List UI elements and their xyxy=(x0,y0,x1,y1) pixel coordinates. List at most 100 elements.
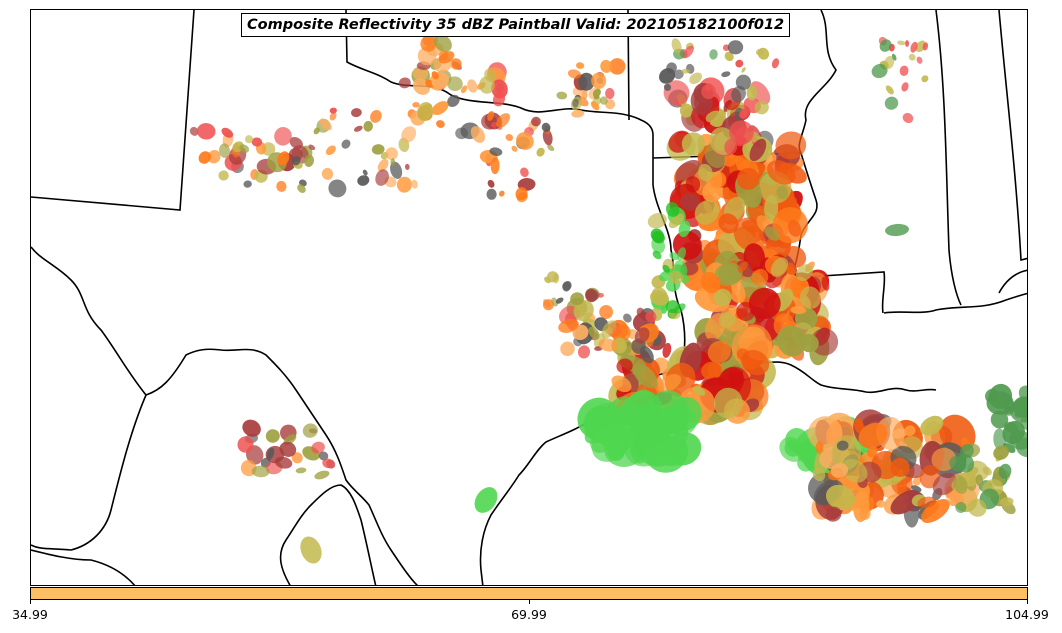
boundary-ok-red-river xyxy=(345,10,654,185)
reflectivity-blob xyxy=(776,185,789,200)
reflectivity-blob xyxy=(709,49,718,60)
colorbar-label-max: 104.99 xyxy=(1005,607,1049,622)
reflectivity-blob xyxy=(911,485,922,493)
reflectivity-blob xyxy=(295,467,307,474)
reflectivity-blob xyxy=(515,187,528,201)
reflectivity-blob xyxy=(679,103,693,118)
reflectivity-blob xyxy=(666,408,687,428)
reflectivity-blob xyxy=(698,163,713,182)
reflectivity-blob xyxy=(724,138,738,155)
reflectivity-blob xyxy=(592,88,601,98)
reflectivity-blob xyxy=(219,143,230,158)
reflectivity-blob xyxy=(370,109,382,123)
reflectivity-blob xyxy=(578,72,595,91)
reflectivity-blob xyxy=(713,288,732,307)
reflectivity-blob xyxy=(491,121,498,128)
reflectivity-blob xyxy=(795,264,813,282)
reflectivity-blob xyxy=(993,445,1009,460)
reflectivity-blob xyxy=(547,144,555,152)
reflectivity-blob xyxy=(616,358,633,374)
reflectivity-blob xyxy=(731,85,746,103)
reflectivity-blob xyxy=(553,273,560,284)
reflectivity-blob xyxy=(885,223,909,237)
reflectivity-blob xyxy=(890,489,921,515)
reflectivity-blob xyxy=(990,410,1009,429)
reflectivity-blob xyxy=(297,184,306,193)
reflectivity-blob xyxy=(910,41,918,53)
reflectivity-blob xyxy=(736,348,749,361)
reflectivity-blob xyxy=(901,82,909,92)
reflectivity-blob xyxy=(721,71,731,78)
reflectivity-blob xyxy=(207,149,221,164)
reflectivity-blob xyxy=(689,72,702,85)
reflectivity-blob xyxy=(277,151,290,166)
reflectivity-blob xyxy=(770,257,789,278)
reflectivity-blob xyxy=(329,107,337,114)
reflectivity-blob xyxy=(922,42,929,51)
reflectivity-blob xyxy=(291,156,301,166)
reflectivity-blob xyxy=(612,324,631,343)
reflectivity-blob xyxy=(558,318,579,333)
reflectivity-blob xyxy=(291,452,303,464)
reflectivity-blob xyxy=(830,463,849,478)
reflectivity-blob xyxy=(673,69,684,80)
reflectivity-blob xyxy=(647,212,667,229)
reflectivity-blob xyxy=(905,40,910,47)
radar-map xyxy=(31,10,1027,585)
reflectivity-blob xyxy=(858,422,888,449)
colorbar-tick-mid xyxy=(529,600,530,604)
reflectivity-blob xyxy=(319,118,332,131)
reflectivity-blob xyxy=(302,423,318,438)
reflectivity-blob xyxy=(516,132,534,150)
coastline-florida xyxy=(998,269,1027,294)
reflectivity-blob xyxy=(751,268,769,287)
reflectivity-blob xyxy=(351,108,362,118)
reflectivity-blob xyxy=(891,53,897,61)
reflectivity-blob xyxy=(474,487,498,513)
reflectivity-blob xyxy=(790,305,807,315)
reflectivity-blob xyxy=(707,340,731,364)
boundary-mexico-sw xyxy=(31,549,136,585)
reflectivity-blob xyxy=(724,51,734,62)
reflectivity-blob xyxy=(450,58,462,70)
reflectivity-blob xyxy=(325,145,336,156)
reflectivity-blob xyxy=(487,110,495,121)
reflectivity-blob xyxy=(854,417,864,434)
reflectivity-blob xyxy=(743,243,765,271)
reflectivity-blob xyxy=(531,116,541,127)
reflectivity-blob xyxy=(1015,437,1027,458)
reflectivity-blob xyxy=(701,361,722,380)
reflectivity-blob xyxy=(274,127,292,146)
reflectivity-blob xyxy=(718,213,739,234)
colorbar-label-min: 34.99 xyxy=(12,607,48,622)
reflectivity-blob xyxy=(629,435,648,464)
reflectivity-blob xyxy=(669,270,684,285)
reflectivity-blob xyxy=(1002,420,1025,445)
reflectivity-blob xyxy=(562,280,572,291)
reflectivity-blob xyxy=(630,404,673,447)
reflectivity-blob xyxy=(431,101,449,116)
reflectivity-blob xyxy=(498,190,505,197)
reflectivity-blob xyxy=(749,138,767,162)
reflectivity-blob xyxy=(799,286,821,309)
reflectivity-blob xyxy=(328,179,347,198)
reflectivity-blob xyxy=(903,425,916,437)
reflectivity-blob xyxy=(921,75,929,83)
reflectivity-blob xyxy=(311,441,325,454)
reflectivity-blob xyxy=(496,113,511,128)
reflectivity-blob xyxy=(576,62,585,69)
reflectivity-blob xyxy=(771,58,780,69)
reflectivity-blob xyxy=(560,341,575,357)
reflectivity-blob xyxy=(859,506,871,520)
boundary-rio-grande xyxy=(31,246,419,585)
reflectivity-blob xyxy=(417,46,437,66)
reflectivity-blob xyxy=(722,44,730,52)
reflectivity-blob xyxy=(953,475,968,494)
reflectivity-blob xyxy=(218,170,229,181)
reflectivity-blob xyxy=(605,87,615,100)
reflectivity-blob xyxy=(671,38,682,54)
reflectivity-blob xyxy=(902,112,914,124)
reflectivity-blob xyxy=(599,96,608,105)
colorbar-tick-max xyxy=(1027,600,1028,604)
reflectivity-blob xyxy=(491,79,508,99)
